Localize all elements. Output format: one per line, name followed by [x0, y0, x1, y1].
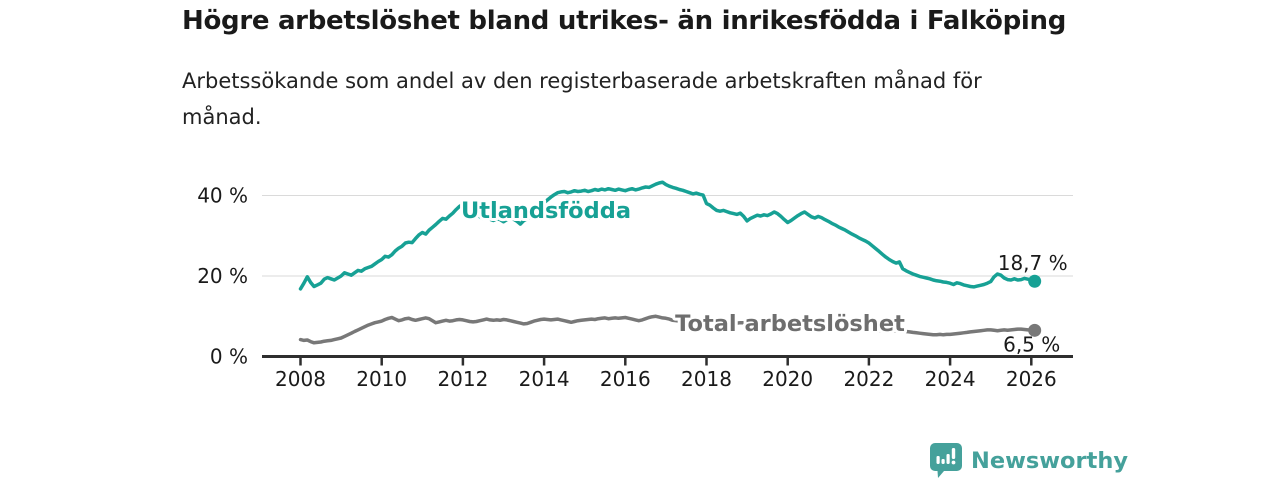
x-axis-tick-label: 2026 — [1006, 367, 1057, 391]
newsworthy-logo[interactable]: Newsworthy — [930, 443, 1128, 478]
x-axis-tick-label: 2024 — [925, 367, 976, 391]
x-axis-tick-label: 2018 — [681, 367, 732, 391]
x-axis-tick-label: 2012 — [437, 367, 488, 391]
y-axis-tick-label: 20 % — [197, 264, 248, 288]
series-end-dot-0 — [1028, 274, 1042, 288]
y-axis-tick-label: 0 % — [210, 345, 248, 369]
series-label-1: Total arbetslöshet — [675, 311, 905, 337]
series-end-value-label-1: 6,5 % — [1003, 332, 1060, 356]
series-label-0: Utlandsfödda — [461, 198, 631, 224]
x-axis-tick-label: 2016 — [600, 367, 651, 391]
x-axis-tick-label: 2020 — [762, 367, 813, 391]
series-end-value-label-0: 18,7 % — [998, 251, 1068, 275]
bar-chart-speech-bubble-icon — [930, 443, 962, 478]
x-axis-tick-label: 2022 — [843, 367, 894, 391]
series-line-0 — [298, 180, 1037, 291]
newsworthy-wordmark: Newsworthy — [971, 447, 1129, 474]
x-axis-tick-label: 2010 — [356, 367, 407, 391]
page-subtitle: Arbetssökande som andel av den registerb… — [182, 69, 982, 129]
series-end-dot-1 — [1028, 323, 1042, 337]
series-line-1 — [298, 314, 1037, 345]
x-axis-tick-label: 2014 — [519, 367, 570, 391]
x-axis-tick-label: 2008 — [275, 367, 326, 391]
y-axis-tick-label: 40 % — [197, 184, 248, 208]
page-title: Högre arbetslöshet bland utrikes- än inr… — [182, 6, 1067, 36]
